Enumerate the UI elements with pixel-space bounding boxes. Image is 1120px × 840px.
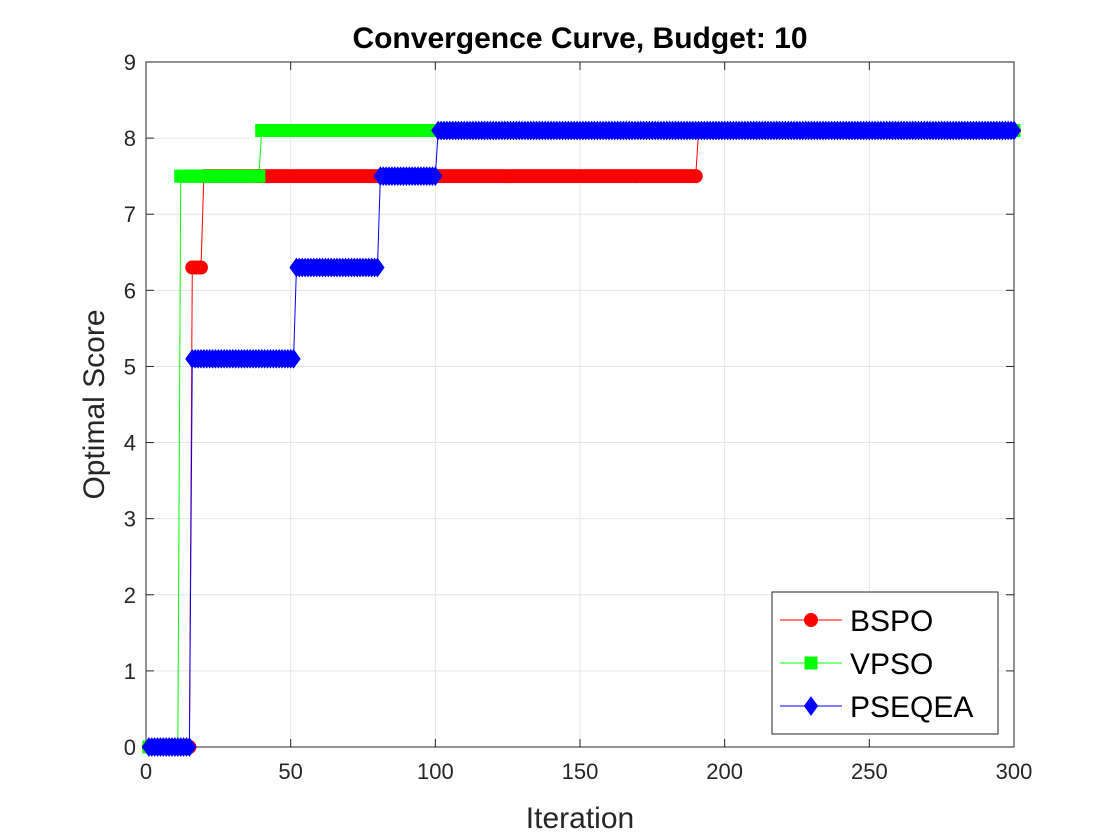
- legend-label-bspo: BSPO: [850, 605, 933, 638]
- y-tick-label: 9: [124, 50, 136, 75]
- x-tick-label: 200: [706, 759, 743, 784]
- legend: BSPO VPSO PSEQEA: [771, 591, 999, 735]
- y-tick-label: 8: [124, 126, 136, 151]
- chart-title: Convergence Curve, Budget: 10: [352, 22, 807, 55]
- y-tick-label: 6: [124, 278, 136, 303]
- x-tick-label: 150: [562, 759, 599, 784]
- x-tick-label: 50: [278, 759, 302, 784]
- y-tick-label: 2: [124, 583, 136, 608]
- x-tick-label: 300: [996, 759, 1033, 784]
- legend-label-vpso: VPSO: [850, 648, 933, 681]
- data-point-pseqea: [286, 348, 301, 369]
- legend-marker-pseqea: [803, 696, 819, 716]
- legend-marker-vpso: [804, 656, 818, 670]
- axis-ticks: 0 50 100 150 200 250 300 0 1 2 3 4 5 6 7 8 9: [124, 50, 1033, 784]
- y-axis-label: Optimal Score: [78, 309, 111, 499]
- y-tick-label: 4: [124, 431, 136, 456]
- series-pseqea: [141, 120, 1022, 757]
- y-tick-label: 5: [124, 354, 136, 379]
- data-point-pseqea: [370, 257, 385, 278]
- y-tick-label: 7: [124, 202, 136, 227]
- y-tick-label: 3: [124, 507, 136, 532]
- x-tick-label: 0: [140, 759, 152, 784]
- data-point-vpso: [252, 169, 266, 183]
- y-tick-label: 1: [124, 659, 136, 684]
- x-tick-label: 100: [417, 759, 454, 784]
- data-point-bspo: [193, 260, 208, 275]
- series-layer: [141, 120, 1022, 757]
- legend-marker-bspo: [804, 613, 818, 627]
- data-point-pseqea: [182, 737, 197, 757]
- data-point-pseqea: [1006, 120, 1022, 141]
- legend-label-pseqea: PSEQEA: [850, 691, 973, 724]
- data-point-pseqea: [428, 166, 443, 187]
- data-point-bspo: [688, 169, 703, 184]
- y-tick-label: 0: [124, 735, 136, 760]
- x-tick-label: 250: [851, 759, 888, 784]
- x-axis-label: Iteration: [526, 802, 634, 835]
